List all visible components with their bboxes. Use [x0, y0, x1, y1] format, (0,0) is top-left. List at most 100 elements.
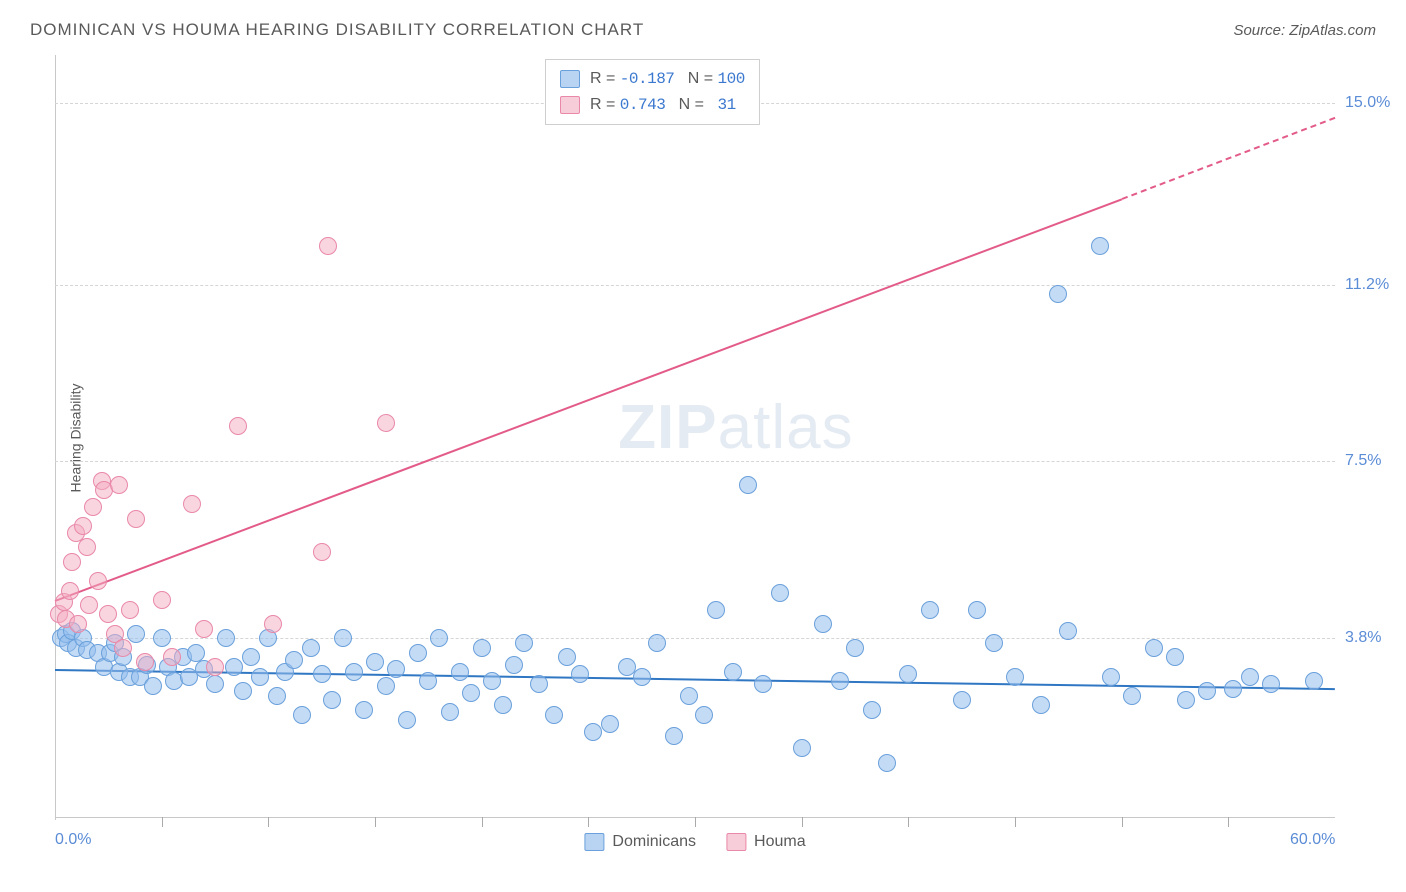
- x-tick: [588, 817, 589, 827]
- data-point: [99, 605, 117, 623]
- data-point: [846, 639, 864, 657]
- data-point: [1123, 687, 1141, 705]
- data-point: [754, 675, 772, 693]
- data-point: [242, 648, 260, 666]
- legend-swatch: [584, 833, 604, 851]
- gridline: [55, 461, 1335, 462]
- data-point: [313, 543, 331, 561]
- data-point: [1006, 668, 1024, 686]
- data-point: [1241, 668, 1259, 686]
- data-point: [665, 727, 683, 745]
- y-tick-label: 15.0%: [1345, 94, 1390, 112]
- x-tick: [1015, 817, 1016, 827]
- data-point: [345, 663, 363, 681]
- data-point: [195, 620, 213, 638]
- y-axis-line: [55, 55, 56, 820]
- data-point: [377, 414, 395, 432]
- data-point: [921, 601, 939, 619]
- x-tick: [802, 817, 803, 827]
- data-point: [153, 591, 171, 609]
- data-point: [863, 701, 881, 719]
- data-point: [1166, 648, 1184, 666]
- data-point: [334, 629, 352, 647]
- scatter-chart: Hearing Disability 3.8%7.5%11.2%15.0%0.0…: [55, 55, 1335, 820]
- data-point: [293, 706, 311, 724]
- trend-line: [1121, 117, 1335, 200]
- chart-source: Source: ZipAtlas.com: [1233, 22, 1376, 39]
- data-point: [505, 656, 523, 674]
- x-tick: [268, 817, 269, 827]
- data-point: [1262, 675, 1280, 693]
- data-point: [1198, 682, 1216, 700]
- data-point: [89, 572, 107, 590]
- x-tick: [695, 817, 696, 827]
- data-point: [707, 601, 725, 619]
- data-point: [695, 706, 713, 724]
- data-point: [110, 476, 128, 494]
- chart-header: DOMINICAN VS HOUMA HEARING DISABILITY CO…: [30, 20, 1376, 40]
- data-point: [69, 615, 87, 633]
- legend-stats: R = -0.187 N = 100: [590, 66, 745, 92]
- data-point: [323, 691, 341, 709]
- data-point: [571, 665, 589, 683]
- data-point: [409, 644, 427, 662]
- data-point: [1177, 691, 1195, 709]
- data-point: [74, 517, 92, 535]
- data-point: [285, 651, 303, 669]
- data-point: [366, 653, 384, 671]
- data-point: [633, 668, 651, 686]
- x-tick-label: 60.0%: [1290, 831, 1335, 849]
- data-point: [163, 648, 181, 666]
- data-point: [1059, 622, 1077, 640]
- trend-line: [55, 199, 1122, 602]
- x-tick: [1122, 817, 1123, 827]
- legend-swatch: [560, 96, 580, 114]
- y-tick-label: 7.5%: [1345, 452, 1381, 470]
- watermark: ZIPatlas: [618, 392, 853, 463]
- x-tick-label: 0.0%: [55, 831, 91, 849]
- data-point: [430, 629, 448, 647]
- data-point: [78, 538, 96, 556]
- legend-item: Dominicans: [584, 833, 696, 851]
- data-point: [1102, 668, 1120, 686]
- data-point: [724, 663, 742, 681]
- data-point: [515, 634, 533, 652]
- x-tick: [375, 817, 376, 827]
- legend-row: R = -0.187 N = 100: [560, 66, 745, 92]
- data-point: [127, 625, 145, 643]
- data-point: [584, 723, 602, 741]
- data-point: [398, 711, 416, 729]
- data-point: [302, 639, 320, 657]
- x-tick: [908, 817, 909, 827]
- data-point: [61, 582, 79, 600]
- data-point: [483, 672, 501, 690]
- data-point: [1032, 696, 1050, 714]
- data-point: [793, 739, 811, 757]
- data-point: [1049, 285, 1067, 303]
- data-point: [1091, 237, 1109, 255]
- data-point: [473, 639, 491, 657]
- stats-legend: R = -0.187 N = 100R = 0.743 N = 31: [545, 59, 760, 125]
- data-point: [251, 668, 269, 686]
- data-point: [648, 634, 666, 652]
- data-point: [313, 665, 331, 683]
- data-point: [1145, 639, 1163, 657]
- data-point: [680, 687, 698, 705]
- series-legend: Dominicans Houma: [584, 833, 805, 851]
- data-point: [355, 701, 373, 719]
- data-point: [187, 644, 205, 662]
- data-point: [1224, 680, 1242, 698]
- chart-title: DOMINICAN VS HOUMA HEARING DISABILITY CO…: [30, 20, 644, 40]
- legend-row: R = 0.743 N = 31: [560, 92, 745, 118]
- data-point: [225, 658, 243, 676]
- data-point: [545, 706, 563, 724]
- x-tick: [1228, 817, 1229, 827]
- legend-label: Houma: [754, 833, 806, 851]
- data-point: [153, 629, 171, 647]
- data-point: [968, 601, 986, 619]
- data-point: [144, 677, 162, 695]
- data-point: [387, 660, 405, 678]
- data-point: [268, 687, 286, 705]
- data-point: [1305, 672, 1323, 690]
- gridline: [55, 285, 1335, 286]
